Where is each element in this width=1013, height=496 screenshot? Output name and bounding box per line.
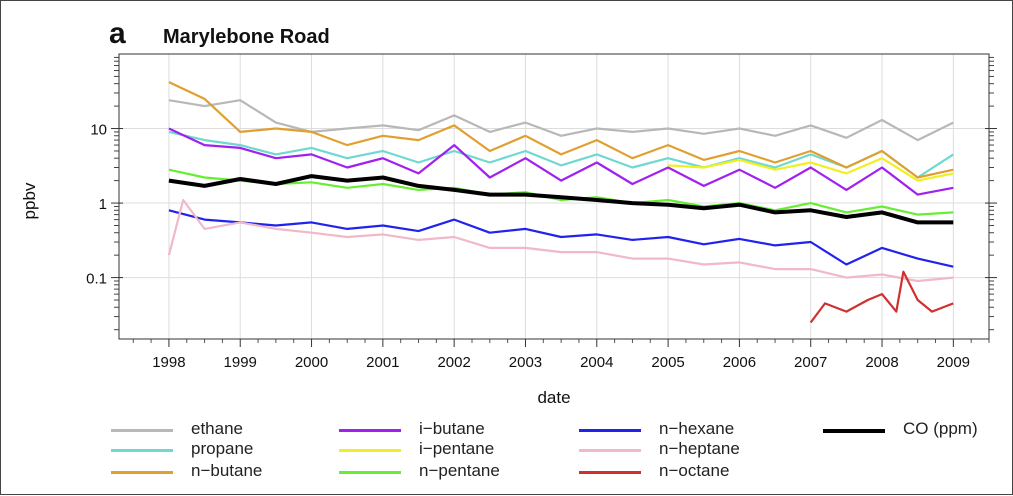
y-axis-label: ppbv	[20, 182, 39, 219]
series-line-n-hexane	[168, 209, 954, 268]
y-tick-label: 10	[90, 122, 107, 139]
series-lines	[167, 81, 954, 324]
x-tick-label: 2005	[651, 354, 684, 371]
series-line-n-octane	[809, 270, 954, 324]
x-tick-label: 2002	[437, 354, 470, 371]
x-tick-label: 2007	[794, 354, 827, 371]
x-tick-label: 1998	[152, 354, 185, 371]
x-tick-label: 2006	[723, 354, 756, 371]
x-tick-label: 2008	[865, 354, 898, 371]
x-tick-label: 2003	[509, 354, 542, 371]
y-tick-label: 1	[99, 196, 107, 213]
y-tick-label: 0.1	[86, 271, 107, 288]
series-line-co-ppm-	[168, 174, 954, 225]
x-tick-label: 2009	[937, 354, 970, 371]
series-line-i-butane	[168, 127, 954, 196]
series-line-propane	[168, 130, 954, 179]
series-line-i-pentane	[668, 157, 954, 182]
plot-area	[118, 53, 990, 340]
x-axis-label: date	[537, 388, 570, 407]
chart-title: Marylebone Road	[163, 26, 330, 48]
x-tick-label: 2000	[295, 354, 328, 371]
series-line-n-pentane	[168, 168, 954, 216]
x-tick-label: 1999	[224, 354, 257, 371]
series-line-ethane	[168, 99, 954, 142]
axis-ticks: 0.1 1 10 1998 1999 2000 2001 2002 2003 2004 2005 20…	[86, 56, 997, 371]
x-tick-label: 2004	[580, 354, 613, 371]
panel-letter: a	[109, 17, 126, 50]
series-line-n-heptane	[167, 198, 954, 283]
x-tick-label: 2001	[366, 354, 399, 371]
series-line-n-butane	[168, 81, 954, 179]
